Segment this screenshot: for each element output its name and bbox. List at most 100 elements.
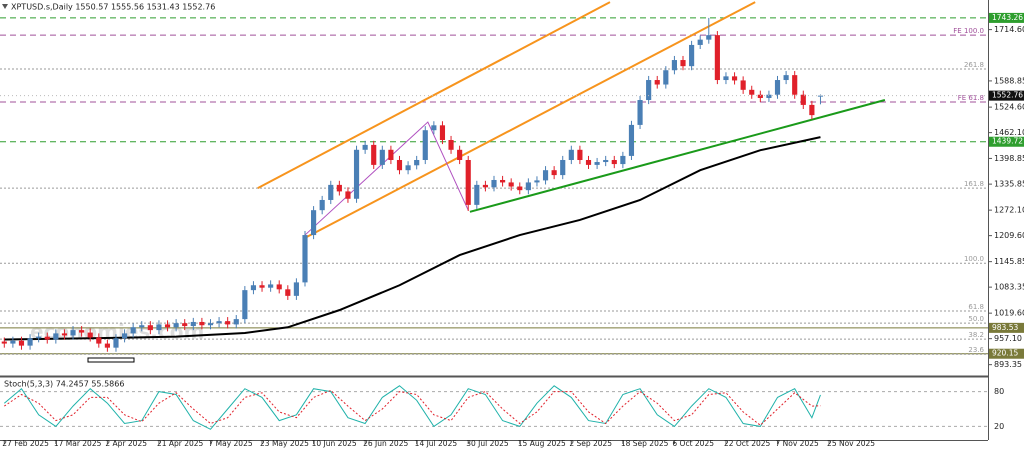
candle-body [680, 60, 686, 67]
price-box [989, 322, 1024, 333]
candle-body [199, 321, 205, 326]
candle-body [603, 159, 609, 163]
candle-body [285, 289, 291, 296]
candle-body [371, 144, 377, 165]
x-tick-label: 7 May 2025 [208, 439, 252, 448]
candle-body [302, 235, 308, 283]
candle-body [379, 149, 385, 165]
price-box-label: 920.15 [992, 349, 1018, 358]
candle-body [422, 130, 428, 160]
level-label: 261.8 [964, 61, 984, 69]
candle-body [706, 35, 712, 40]
candle-body [663, 70, 669, 85]
indicator-tick-label: 80 [994, 387, 1004, 396]
candle-body [628, 124, 635, 156]
candle-body [268, 284, 274, 288]
y-tick-label: 1145.85 [994, 257, 1024, 266]
level-label: 161.8 [964, 180, 984, 188]
y-tick-label: 1398.85 [994, 154, 1024, 163]
candle-body [731, 76, 738, 81]
candle-body [388, 149, 394, 160]
candle-body [405, 165, 411, 171]
x-tick-label: 18 Sep 2025 [621, 439, 669, 448]
candle-body [70, 330, 76, 336]
x-tick-label: 27 Feb 2025 [2, 439, 49, 448]
candle-body [783, 75, 789, 81]
candle-body [182, 323, 188, 327]
x-tick-label: 7 Nov 2025 [776, 439, 819, 448]
level-label: FE 61.8 [958, 94, 984, 102]
candle-body [1, 341, 7, 344]
candle-body [250, 285, 257, 291]
candle-body [809, 104, 815, 116]
level-label: 23.6 [968, 346, 984, 354]
candle-body [225, 321, 231, 325]
candle-body [216, 321, 222, 324]
candle-body [121, 333, 128, 339]
candle-body [560, 159, 566, 176]
y-tick-label: 1272.10 [994, 206, 1024, 215]
trendline [304, 1, 756, 239]
candle-body [465, 159, 471, 205]
y-tick-label: 1019.60 [994, 309, 1024, 318]
price-box [989, 136, 1024, 147]
indicator-main [3, 385, 821, 430]
y-tick-label: 1083.35 [994, 283, 1024, 292]
candle-body [594, 162, 600, 165]
candle-body [164, 324, 171, 328]
candle-body [87, 332, 93, 338]
x-tick-label: 25 Nov 2025 [827, 439, 875, 448]
candle-body [525, 182, 531, 191]
last-price-box [989, 90, 1024, 101]
price-box-label: 1439.72 [992, 137, 1023, 146]
candle-body [173, 323, 179, 328]
candle-body [542, 170, 549, 181]
candle-body [500, 179, 506, 183]
candle-body [79, 330, 85, 333]
candle-body [293, 282, 299, 296]
y-tick-label: 1714.60 [994, 25, 1024, 34]
candle-body [646, 80, 652, 101]
candle-body [508, 182, 514, 187]
x-tick-label: 17 Mar 2025 [54, 439, 102, 448]
chart-title: XPTUSD.s,Daily 1550.57 1555.56 1531.43 1… [11, 3, 215, 12]
candle-body [53, 333, 59, 340]
candle-body [474, 184, 480, 205]
x-tick-label: 2 Apr 2025 [105, 439, 147, 448]
candle-body [36, 336, 42, 339]
candle-body [147, 325, 153, 331]
x-tick-label: 23 May 2025 [260, 439, 309, 448]
level-label: 50.0 [968, 315, 984, 323]
y-tick-label: 1462.10 [994, 128, 1024, 137]
title-marker [2, 4, 8, 9]
candle-body [345, 191, 351, 199]
y-tick-label: 1524.60 [994, 103, 1024, 112]
trendline [469, 99, 886, 213]
candle-body [353, 149, 360, 199]
candle-body [139, 325, 145, 328]
y-tick-label: 957.10 [994, 334, 1022, 343]
candle-body [431, 125, 437, 131]
candle-body [620, 155, 626, 165]
candle-body [637, 100, 643, 125]
candle-body [689, 44, 695, 67]
candle-body [740, 80, 746, 90]
candle-body [96, 337, 102, 344]
x-tick-label: 10 Jun 2025 [312, 439, 357, 448]
candle-body [585, 159, 592, 165]
x-tick-label: 2 Sep 2025 [569, 439, 612, 448]
price-box-label: 983.53 [992, 323, 1018, 332]
x-tick-label: 30 Jul 2025 [466, 439, 509, 448]
candle-body [104, 343, 110, 348]
candle-body [766, 94, 772, 98]
candle-body [233, 319, 239, 325]
price-box [989, 348, 1024, 359]
x-tick-label: 6 Oct 2025 [672, 439, 714, 448]
candle-body [319, 199, 325, 211]
y-tick-label: 1588.85 [994, 76, 1024, 85]
candle-body [491, 179, 497, 188]
moving-average [4, 136, 821, 341]
candle-body [207, 323, 214, 326]
candle-body [10, 340, 16, 344]
price-box [989, 12, 1024, 23]
